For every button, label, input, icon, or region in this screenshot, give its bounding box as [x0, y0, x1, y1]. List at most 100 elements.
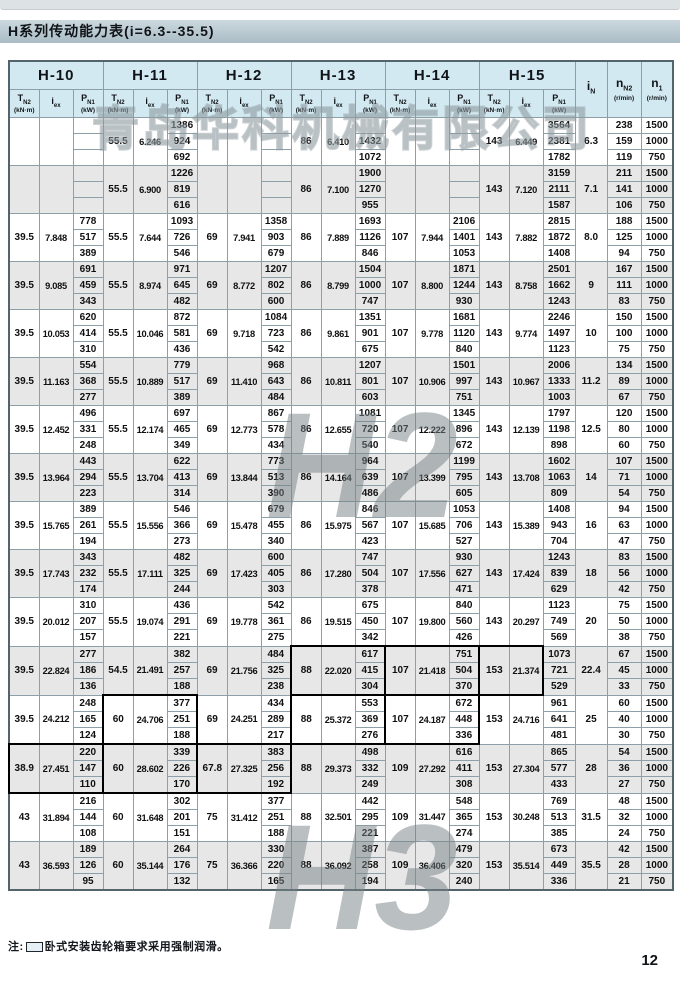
- iex-cell: 27.292: [414, 743, 450, 794]
- pn1-cell: 600: [260, 293, 292, 310]
- in-ratio-cell: 8.0: [574, 213, 608, 262]
- iex-cell: 17.424: [508, 549, 544, 598]
- pn1-cell: 434: [260, 437, 292, 454]
- pn1-cell: 220: [260, 857, 292, 874]
- iex-cell: 9.718: [226, 309, 262, 358]
- pn1-cell: 542: [260, 341, 292, 358]
- pn1-cell: [448, 149, 480, 166]
- tn2-cell: 86: [290, 165, 322, 214]
- n1-cell: 1500: [640, 357, 674, 374]
- tn2-cell: 55.5: [102, 453, 134, 502]
- n1-cell: 750: [640, 197, 674, 214]
- pn1-cell: 819: [166, 181, 198, 198]
- pn1-cell: 450: [354, 613, 386, 630]
- pn1-cell: [448, 181, 480, 198]
- n1-cell: 750: [640, 341, 674, 358]
- iex-cell: 19.778: [226, 597, 262, 647]
- pn1-cell: 639: [354, 469, 386, 486]
- gearbox-header-h-13: H-13: [290, 60, 386, 90]
- tn2-cell: 55.5: [102, 261, 134, 310]
- n1-cell: 1000: [640, 133, 674, 150]
- pn1-cell: 840: [448, 341, 480, 358]
- tn2-cell: 107: [384, 213, 416, 262]
- n1-cell: 1000: [640, 421, 674, 438]
- pn1-cell: 479: [448, 841, 480, 858]
- pn1-cell: 188: [166, 678, 198, 696]
- pn1-cell: 434: [260, 694, 292, 712]
- nn2-cell: 42: [606, 841, 642, 858]
- pn1-cell: 513: [260, 469, 292, 486]
- tn2-cell: 39.5: [8, 501, 40, 550]
- pn1-cell: 251: [260, 809, 292, 826]
- iex-cell: 15.478: [226, 501, 262, 550]
- iex-cell: 8.800: [414, 261, 450, 310]
- pn1-cell: 366: [166, 517, 198, 534]
- pn1-cell: 370: [448, 678, 481, 696]
- in-ratio-cell: 6.3: [574, 117, 608, 166]
- pn1-cell: 617: [354, 645, 387, 663]
- pn1-cell: 1123: [542, 597, 576, 614]
- tn2-cell: 55.5: [102, 597, 134, 647]
- n1-cell: 1500: [640, 694, 674, 712]
- tn2-cell: [384, 117, 416, 166]
- tn2-cell: 143: [478, 357, 510, 406]
- nn2-cell: 188: [606, 213, 642, 230]
- iex-cell: [226, 117, 262, 166]
- pn1-cell: 414: [72, 325, 104, 342]
- iex-cell: 10.053: [38, 309, 74, 358]
- pn1-cell: 436: [166, 597, 198, 614]
- exact-ratio-subheader: iex: [132, 89, 168, 118]
- iex-cell: 36.406: [414, 841, 450, 891]
- in-ratio-cell: 7.1: [574, 165, 608, 214]
- tn2-cell: 88: [290, 743, 322, 794]
- pn1-cell: 622: [166, 453, 198, 470]
- nn2-cell: 50: [606, 613, 642, 630]
- iex-cell: 21.491: [132, 645, 168, 696]
- pn1-cell: [260, 117, 292, 134]
- pn1-cell: 221: [354, 825, 386, 842]
- pn1-cell: 1345: [448, 405, 480, 422]
- pn1-cell: 605: [448, 485, 480, 502]
- n1-cell: 1500: [640, 549, 674, 566]
- n1-cell: 750: [640, 533, 674, 550]
- pn1-cell: 504: [448, 662, 481, 679]
- n1-cell: 1500: [640, 743, 674, 761]
- pn1-cell: 273: [166, 533, 198, 550]
- tn2-cell: 143: [478, 117, 510, 166]
- tn2-cell: 43: [8, 841, 40, 891]
- n1-cell: 1000: [640, 760, 674, 777]
- tn2-cell: 88: [290, 841, 322, 891]
- iex-cell: 21.418: [414, 645, 450, 696]
- tn2-cell: 143: [478, 453, 510, 502]
- pn1-cell: 809: [542, 485, 576, 502]
- pn1-cell: 147: [72, 760, 104, 777]
- pn1-cell: 629: [542, 581, 576, 598]
- top-scrollbar[interactable]: [0, 0, 680, 10]
- iex-cell: 8.758: [508, 261, 544, 310]
- iex-cell: 15.556: [132, 501, 168, 550]
- pn1-cell: 332: [354, 760, 386, 777]
- tn2-cell: 69: [196, 549, 228, 598]
- gearbox-header-h-14: H-14: [384, 60, 480, 90]
- pn1-cell: 1093: [166, 213, 198, 230]
- n1-cell: 1000: [640, 373, 674, 390]
- pn1-cell: 221: [166, 629, 198, 647]
- n1-cell: 750: [640, 437, 674, 454]
- pn1-cell: 513: [542, 809, 576, 826]
- pn1-cell: 126: [72, 857, 104, 874]
- tn2-cell: 69: [196, 261, 228, 310]
- pn1-cell: 802: [260, 277, 292, 294]
- iex-cell: 36.366: [226, 841, 262, 891]
- power-subheader: PN1 (kW): [448, 89, 480, 118]
- pn1-cell: 546: [166, 501, 198, 518]
- tn2-cell: 109: [384, 792, 416, 842]
- n1-cell: 1500: [640, 261, 674, 278]
- pn1-cell: [72, 117, 104, 134]
- iex-cell: 7.882: [508, 213, 544, 262]
- iex-cell: 6.410: [320, 117, 356, 166]
- nn2-cell: 150: [606, 309, 642, 326]
- pn1-cell: 413: [166, 469, 198, 486]
- pn1-cell: 1900: [354, 165, 386, 182]
- iex-cell: 17.556: [414, 549, 450, 598]
- pn1-cell: 2381: [542, 133, 576, 150]
